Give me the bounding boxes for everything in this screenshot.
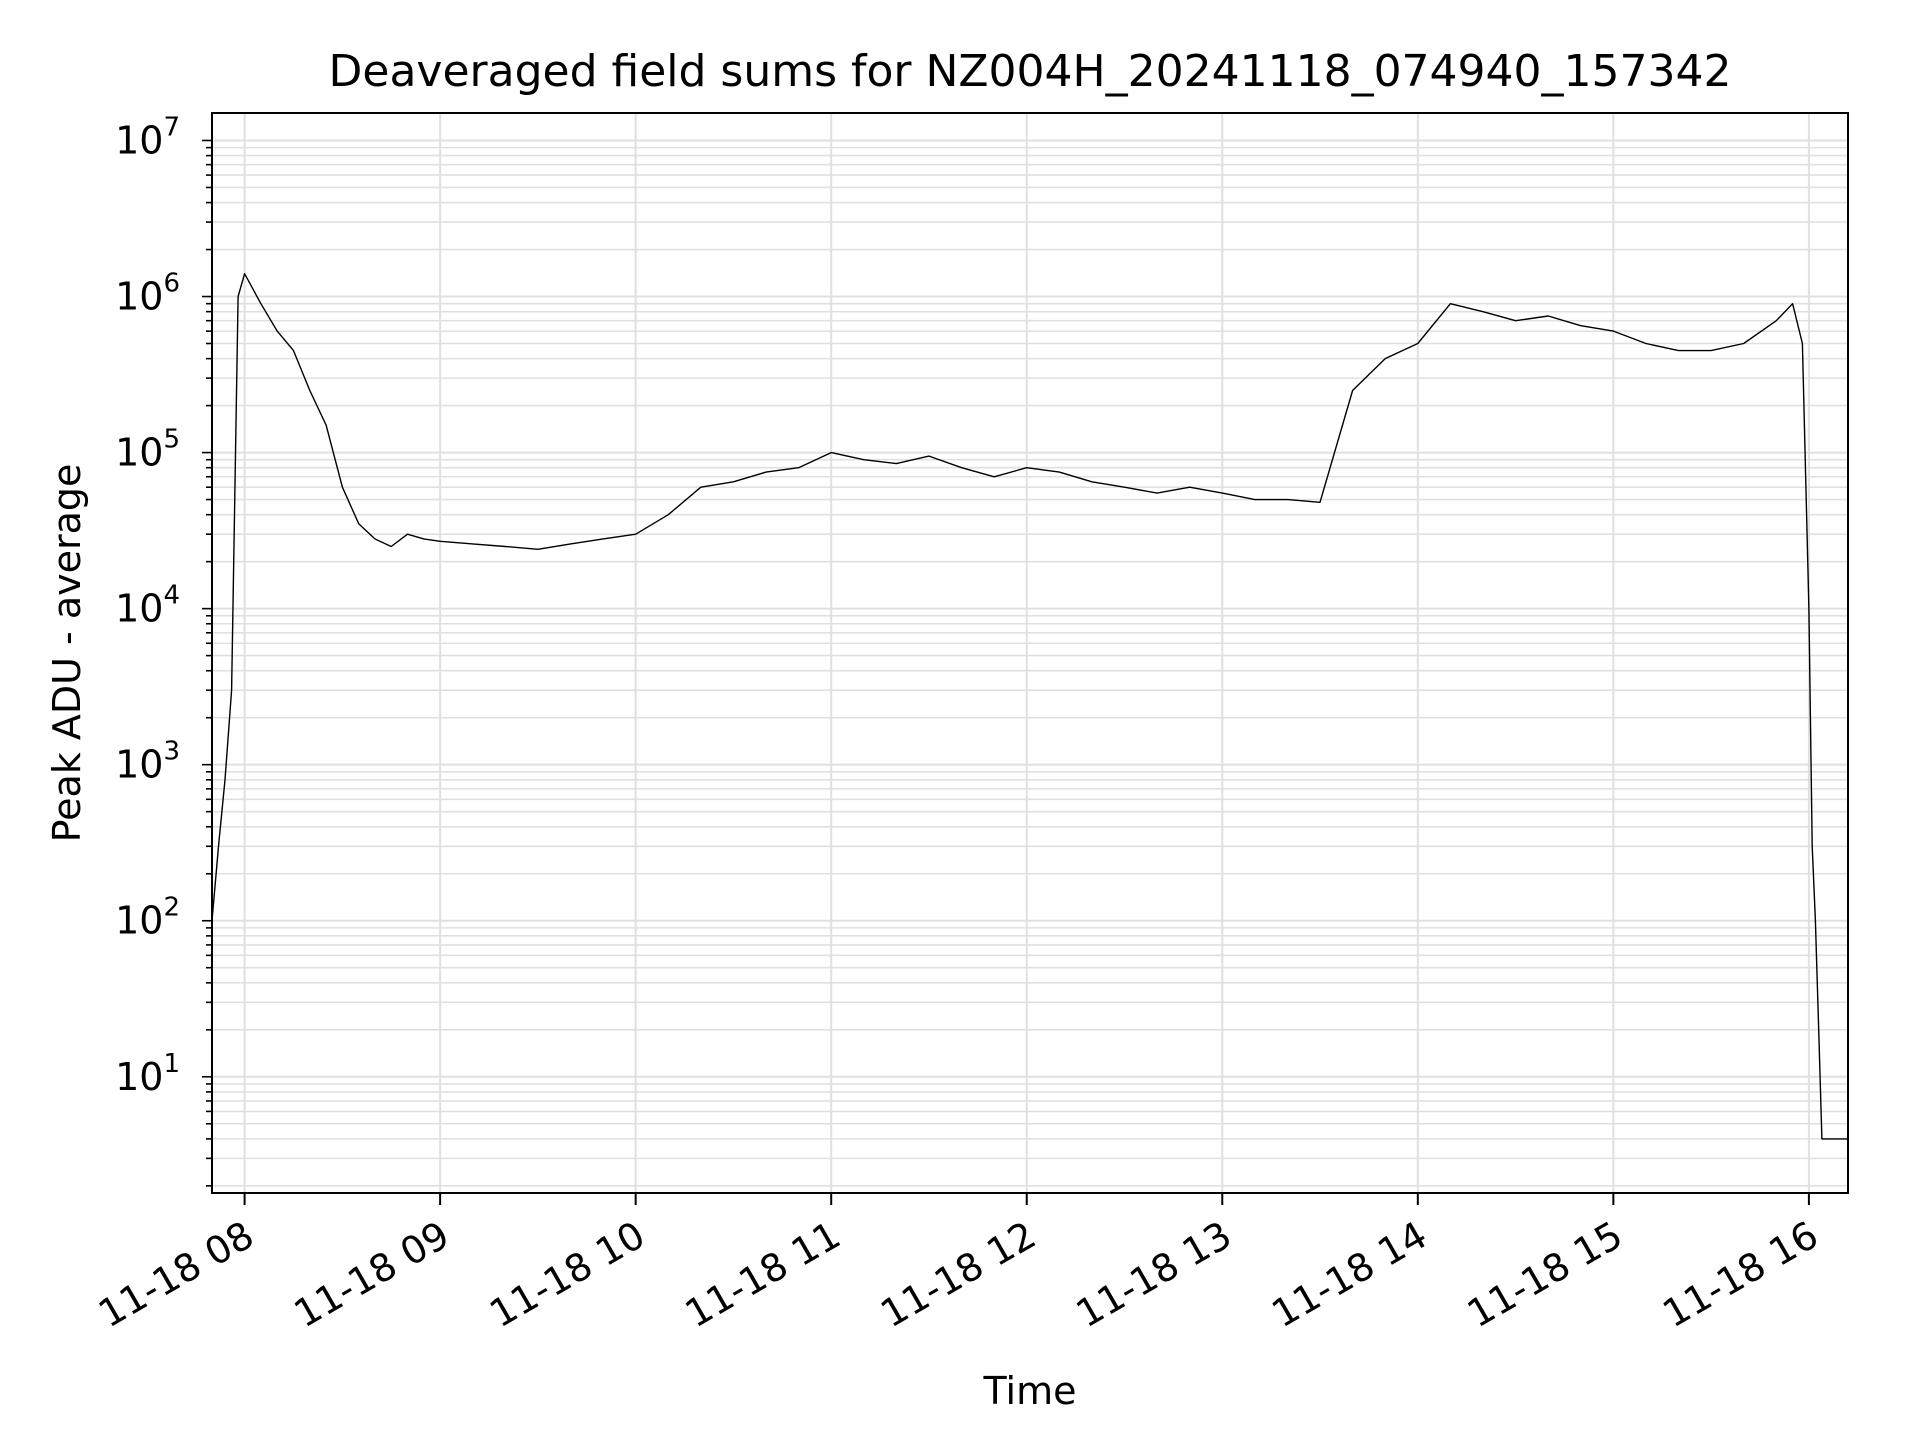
y-tick-label: 102	[115, 893, 180, 943]
y-axis-ticks: 101 102 103 104 105 106 107	[115, 112, 212, 1187]
x-axis-ticks: 11-18 08 11-18 09 11-18 10 11-18 11 11-18 12…	[91, 1193, 1825, 1336]
x-tick-label: 11-18 11	[678, 1213, 848, 1337]
chart-title: Deaveraged field sums for NZ004H_2024111…	[329, 46, 1732, 97]
x-tick-label: 11-18 14	[1264, 1213, 1434, 1337]
y-tick-label: 105	[115, 425, 180, 475]
x-tick-label: 11-18 13	[1069, 1213, 1239, 1337]
y-tick-label: 107	[115, 112, 180, 162]
y-axis-label: Peak ADU - average	[45, 464, 89, 843]
y-tick-label: 104	[115, 581, 180, 631]
data-series-line	[211, 273, 1848, 1140]
grid	[212, 113, 1848, 1193]
x-axis-label: Time	[983, 1369, 1077, 1413]
x-tick-label: 11-18 09	[287, 1213, 457, 1337]
x-tick-label: 11-18 16	[1655, 1213, 1825, 1337]
y-tick-label: 106	[115, 269, 180, 319]
x-tick-label: 11-18 08	[91, 1213, 261, 1337]
y-tick-label: 101	[115, 1049, 180, 1099]
x-tick-label: 11-18 12	[873, 1213, 1043, 1337]
x-tick-label: 11-18 15	[1460, 1213, 1630, 1337]
y-tick-label: 103	[115, 737, 180, 787]
x-tick-label: 11-18 10	[482, 1213, 652, 1337]
plot-frame	[211, 112, 1849, 1194]
